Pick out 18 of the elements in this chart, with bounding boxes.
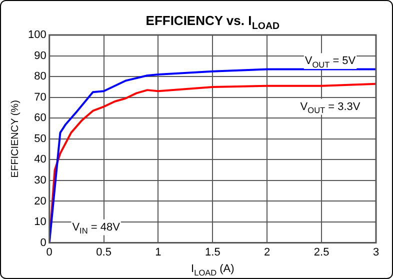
y-tick-label: 10 bbox=[34, 216, 46, 228]
x-tick-label: 3 bbox=[372, 246, 380, 258]
y-tick-label: 30 bbox=[34, 174, 46, 186]
x-tick-label: 2.5 bbox=[314, 246, 330, 258]
y-tick-label: 80 bbox=[34, 70, 46, 83]
y-tick-label: 0 bbox=[40, 236, 46, 249]
y-axis-title: EFFICIENCY (%) bbox=[10, 100, 21, 178]
y-tick-label: 70 bbox=[34, 91, 46, 104]
y-tick-label: 100 bbox=[28, 29, 46, 42]
y-tick-label: 40 bbox=[34, 154, 46, 166]
x-tick-label: 1.5 bbox=[205, 246, 220, 258]
x-tick-label: 0.5 bbox=[96, 246, 112, 258]
y-tick-label: 60 bbox=[34, 112, 46, 124]
y-tick-label: 90 bbox=[34, 50, 46, 62]
x-tick-label: 2 bbox=[264, 246, 270, 258]
y-tick-label: 50 bbox=[34, 132, 46, 145]
y-tick-label: 20 bbox=[34, 195, 46, 208]
x-tick-label: 1 bbox=[155, 246, 162, 258]
